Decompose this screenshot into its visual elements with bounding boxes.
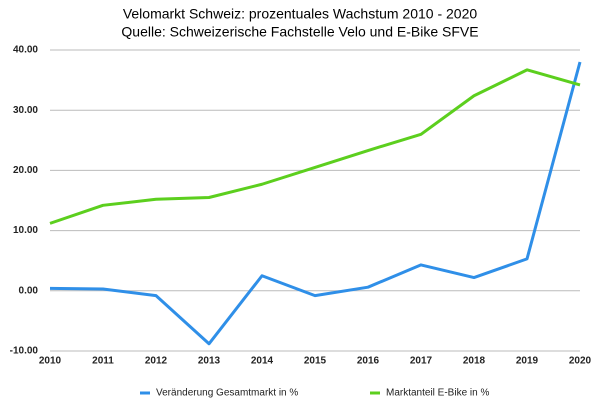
y-tick-label: -10.00 <box>10 346 39 357</box>
x-tick-label: 2010 <box>39 356 62 367</box>
x-tick-label: 2016 <box>357 356 380 367</box>
x-tick-label: 2015 <box>304 356 327 367</box>
legend-label: Veränderung Gesamtmarkt in % <box>156 388 298 399</box>
x-tick-label: 2014 <box>251 356 274 367</box>
legend-label: Marktanteil E-Bike in % <box>386 388 489 399</box>
x-tick-label: 2019 <box>516 356 539 367</box>
y-tick-label: 20.00 <box>13 165 38 176</box>
x-tick-label: 2012 <box>145 356 168 367</box>
y-tick-label: 30.00 <box>13 105 38 116</box>
x-tick-label: 2017 <box>410 356 433 367</box>
line <box>49 68 581 225</box>
x-tick-label: 2013 <box>198 356 221 367</box>
line <box>49 61 582 346</box>
chart-title: Velomarkt Schweiz: prozentuales Wachstum… <box>123 6 478 22</box>
chart-subtitle: Quelle: Schweizerische Fachstelle Velo u… <box>121 24 478 40</box>
x-tick-label: 2020 <box>569 356 592 367</box>
y-tick-label: 0.00 <box>19 285 39 296</box>
x-tick-label: 2011 <box>92 356 114 367</box>
y-tick-label: 10.00 <box>13 225 38 236</box>
x-tick-label: 2018 <box>463 356 486 367</box>
y-tick-label: 40.00 <box>13 45 38 56</box>
